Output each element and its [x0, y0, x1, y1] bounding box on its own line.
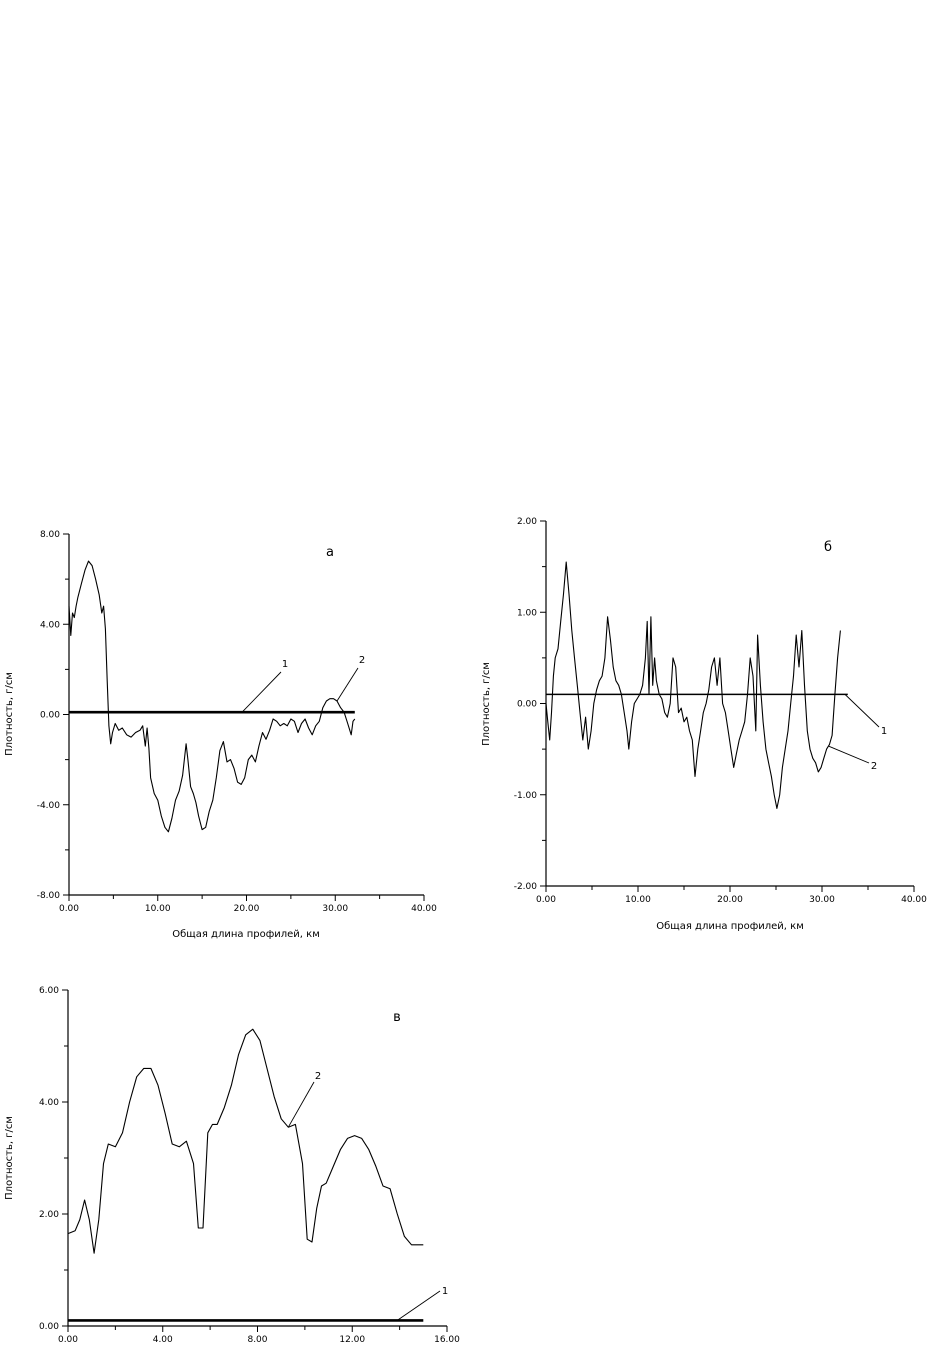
y-tick-label: 0.00: [517, 700, 537, 710]
callout-leader: [287, 1081, 315, 1128]
x-tick-label: 0.00: [59, 904, 79, 914]
x-axis-label: Общая длина профилей, км: [656, 921, 803, 932]
x-tick-label: 0.00: [536, 895, 556, 905]
panel-letter: б: [824, 540, 832, 555]
callout-label: 2: [871, 761, 877, 772]
callout-label: 2: [359, 655, 365, 666]
chart-panel-b: 0.00 10.00 20.00 30.00 40.00 -2.00 -1.00 0.00 1.…: [481, 517, 927, 932]
x-tick-label: 10.00: [145, 904, 171, 914]
y-axis-label: Плотность, г/см: [481, 662, 492, 746]
y-tick-label: 2.00: [517, 517, 537, 527]
y-tick-label: 6.00: [39, 986, 59, 996]
y-tick-label: -8.00: [37, 891, 61, 901]
x-tick-label: 30.00: [322, 904, 348, 914]
chart-panel-a: 0.00 10.00 20.00 30.00 40.00 -8.00 -4.00 0.00 4.…: [4, 530, 437, 940]
callout-label: 1: [282, 659, 288, 670]
x-tick-label: 40.00: [901, 895, 927, 905]
x-tick-label: 0.00: [58, 1335, 78, 1345]
y-tick-label: 0.00: [39, 1322, 59, 1332]
callout-leader: [844, 694, 880, 728]
y-tick-label: 1.00: [517, 608, 537, 618]
y-axis-label: Плотность, г/см: [4, 1116, 15, 1200]
callout-label: 1: [442, 1286, 448, 1297]
y-tick-label: 2.00: [39, 1210, 59, 1220]
callout-leader: [241, 671, 282, 713]
x-tick-label: 16.00: [434, 1335, 460, 1345]
x-tick-label: 40.00: [411, 904, 437, 914]
panel-letter: в: [393, 1010, 401, 1025]
y-tick-label: 4.00: [40, 620, 60, 630]
callout-leader: [397, 1290, 441, 1321]
x-tick-label: 20.00: [234, 904, 260, 914]
panel-letter: а: [326, 545, 334, 560]
callout-label: 2: [315, 1071, 321, 1082]
x-tick-label: 30.00: [809, 895, 835, 905]
y-tick-label: -2.00: [514, 882, 538, 892]
x-tick-label: 4.00: [153, 1335, 173, 1345]
y-tick-label: -1.00: [514, 791, 538, 801]
series-line-2: [68, 560, 356, 833]
y-axis-label: Плотность, г/см: [4, 672, 15, 756]
x-tick-label: 8.00: [247, 1335, 267, 1345]
x-tick-label: 20.00: [717, 895, 743, 905]
x-axis-label: Общая длина профилей, км: [172, 929, 319, 940]
y-tick-label: -4.00: [37, 801, 61, 811]
y-tick-label: 0.00: [40, 711, 60, 721]
series-line-2: [67, 1028, 424, 1254]
y-tick-label: 4.00: [39, 1098, 59, 1108]
x-tick-label: 10.00: [625, 895, 651, 905]
x-tick-label: 12.00: [339, 1335, 365, 1345]
y-tick-label: 8.00: [40, 530, 60, 540]
series-line-2: [545, 561, 841, 809]
chart-panel-v: 0.00 4.00 8.00 12.00 16.00 0.00 2.00 4.00 6.00 Пл…: [4, 986, 460, 1345]
callout-leader: [336, 667, 359, 702]
callout-label: 1: [881, 726, 887, 737]
callout-leader: [828, 745, 870, 764]
